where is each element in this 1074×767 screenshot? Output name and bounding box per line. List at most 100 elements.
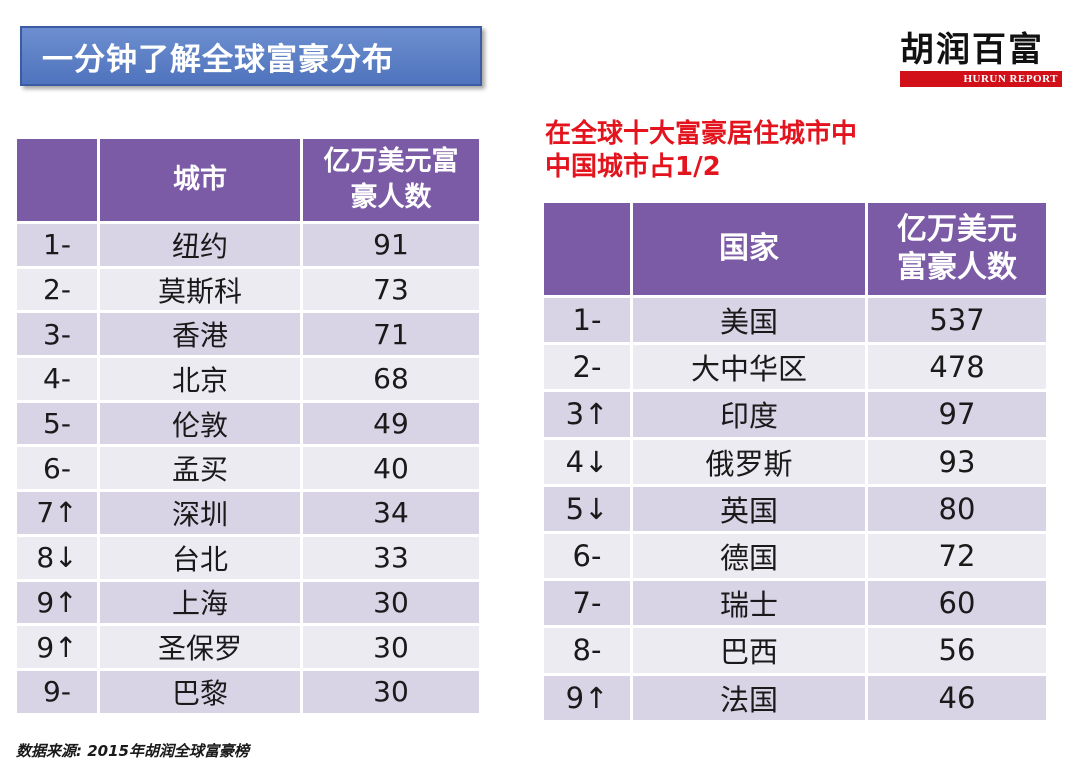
table-row: 5- 伦敦 49 (17, 402, 479, 445)
row-name: 印度 (633, 392, 865, 437)
row-rank: 6- (17, 447, 97, 490)
row-name: 大中华区 (633, 345, 865, 390)
rank-header (544, 203, 630, 295)
table-row: 2- 莫斯科 73 (17, 268, 479, 311)
row-count: 73 (303, 268, 479, 311)
row-name: 伦敦 (100, 402, 300, 445)
city-ranking-table: 城市 亿万美元富豪人数 1- 纽约 91 2- 莫斯科 73 3- 香港 71 4- 北京 68 5- 伦… (14, 136, 482, 716)
table-row: 7↑ 深圳 34 (17, 492, 479, 534)
row-name: 纽约 (100, 224, 300, 266)
table-row: 3- 香港 71 (17, 313, 479, 356)
row-count: 68 (303, 358, 479, 400)
table-row: 8- 巴西 56 (544, 628, 1046, 673)
row-name: 巴黎 (100, 670, 300, 713)
row-rank: 3↑ (544, 392, 630, 437)
row-name: 德国 (633, 533, 865, 579)
country-header: 国家 (633, 203, 865, 295)
row-rank: 8↓ (17, 536, 97, 579)
row-rank: 7↑ (17, 492, 97, 534)
subtitle-line-2: 中国城市占1/2 (545, 152, 721, 182)
row-name: 深圳 (100, 492, 300, 534)
logo-red-bar (900, 71, 1062, 87)
row-rank: 2- (544, 345, 630, 390)
row-name: 莫斯科 (100, 268, 300, 311)
table-row: 1- 美国 537 (544, 298, 1046, 343)
row-count: 30 (303, 670, 479, 713)
table-row: 9↑ 上海 30 (17, 581, 479, 624)
table-row: 1- 纽约 91 (17, 224, 479, 266)
table-row: 8↓ 台北 33 (17, 536, 479, 579)
table-row: 9↑ 圣保罗 30 (17, 626, 479, 668)
row-rank: 9- (17, 670, 97, 713)
row-count: 537 (868, 298, 1046, 343)
row-count: 56 (868, 628, 1046, 673)
count-header: 亿万美元富豪人数 (303, 139, 479, 221)
row-count: 93 (868, 439, 1046, 484)
row-rank: 5↓ (544, 486, 630, 531)
row-name: 孟买 (100, 447, 300, 490)
row-name: 美国 (633, 298, 865, 343)
row-name: 英国 (633, 486, 865, 531)
subtitle-line-1: 在全球十大富豪居住城市中 (545, 119, 858, 149)
row-count: 46 (868, 675, 1046, 720)
count-header-text: 亿万美元富豪人数 (323, 146, 459, 213)
country-ranking-table: 国家 亿万美元富豪人数 1- 美国 537 2- 大中华区 478 3↑ 印度 97 4↓ 俄罗斯 9… (541, 200, 1049, 723)
hurun-logo: 胡润百富 HURUN REPORT (900, 30, 1062, 90)
row-rank: 7- (544, 581, 630, 626)
row-rank: 2- (17, 268, 97, 311)
row-rank: 3- (17, 313, 97, 356)
table-header-row: 国家 亿万美元富豪人数 (544, 203, 1046, 295)
row-name: 巴西 (633, 628, 865, 673)
row-count: 91 (303, 224, 479, 266)
row-count: 34 (303, 492, 479, 534)
row-name: 上海 (100, 581, 300, 624)
row-rank: 1- (17, 224, 97, 266)
rank-header (17, 139, 97, 221)
logo-text-en: HURUN REPORT (963, 73, 1058, 85)
row-name: 法国 (633, 675, 865, 720)
table-row: 2- 大中华区 478 (544, 345, 1046, 390)
row-rank: 8- (544, 628, 630, 673)
table-row: 4↓ 俄罗斯 93 (544, 439, 1046, 484)
count-header-text: 亿万美元富豪人数 (897, 212, 1017, 285)
row-rank: 9↑ (17, 581, 97, 624)
table-row: 7- 瑞士 60 (544, 581, 1046, 626)
row-rank: 4↓ (544, 439, 630, 484)
page-title: 一分钟了解全球富豪分布 (20, 26, 482, 86)
table-header-row: 城市 亿万美元富豪人数 (17, 139, 479, 221)
row-name: 瑞士 (633, 581, 865, 626)
subtitle: 在全球十大富豪居住城市中 中国城市占1/2 (545, 118, 857, 184)
row-rank: 4- (17, 358, 97, 400)
row-count: 49 (303, 402, 479, 445)
row-name: 北京 (100, 358, 300, 400)
row-count: 478 (868, 345, 1046, 390)
row-rank: 9↑ (17, 626, 97, 668)
table-row: 9- 巴黎 30 (17, 670, 479, 713)
row-count: 71 (303, 313, 479, 356)
logo-text-cn: 胡润百富 (900, 30, 1044, 70)
table-row: 4- 北京 68 (17, 358, 479, 400)
row-name: 台北 (100, 536, 300, 579)
table-row: 5↓ 英国 80 (544, 486, 1046, 531)
table-row: 3↑ 印度 97 (544, 392, 1046, 437)
row-count: 97 (868, 392, 1046, 437)
table-row: 9↑ 法国 46 (544, 675, 1046, 720)
row-count: 40 (303, 447, 479, 490)
row-name: 香港 (100, 313, 300, 356)
row-name: 圣保罗 (100, 626, 300, 668)
row-count: 60 (868, 581, 1046, 626)
table-row: 6- 德国 72 (544, 533, 1046, 579)
row-count: 80 (868, 486, 1046, 531)
row-count: 30 (303, 581, 479, 624)
row-count: 30 (303, 626, 479, 668)
row-rank: 5- (17, 402, 97, 445)
row-rank: 9↑ (544, 675, 630, 720)
row-rank: 6- (544, 533, 630, 579)
row-count: 33 (303, 536, 479, 579)
source-note: 数据来源: 2015年胡润全球富豪榜 (16, 742, 249, 760)
row-name: 俄罗斯 (633, 439, 865, 484)
row-count: 72 (868, 533, 1046, 579)
city-table-body: 1- 纽约 91 2- 莫斯科 73 3- 香港 71 4- 北京 68 5- 伦敦 49 6- 孟买 40 7↑ 深… (17, 224, 479, 713)
city-header: 城市 (100, 139, 300, 221)
count-header: 亿万美元富豪人数 (868, 203, 1046, 295)
